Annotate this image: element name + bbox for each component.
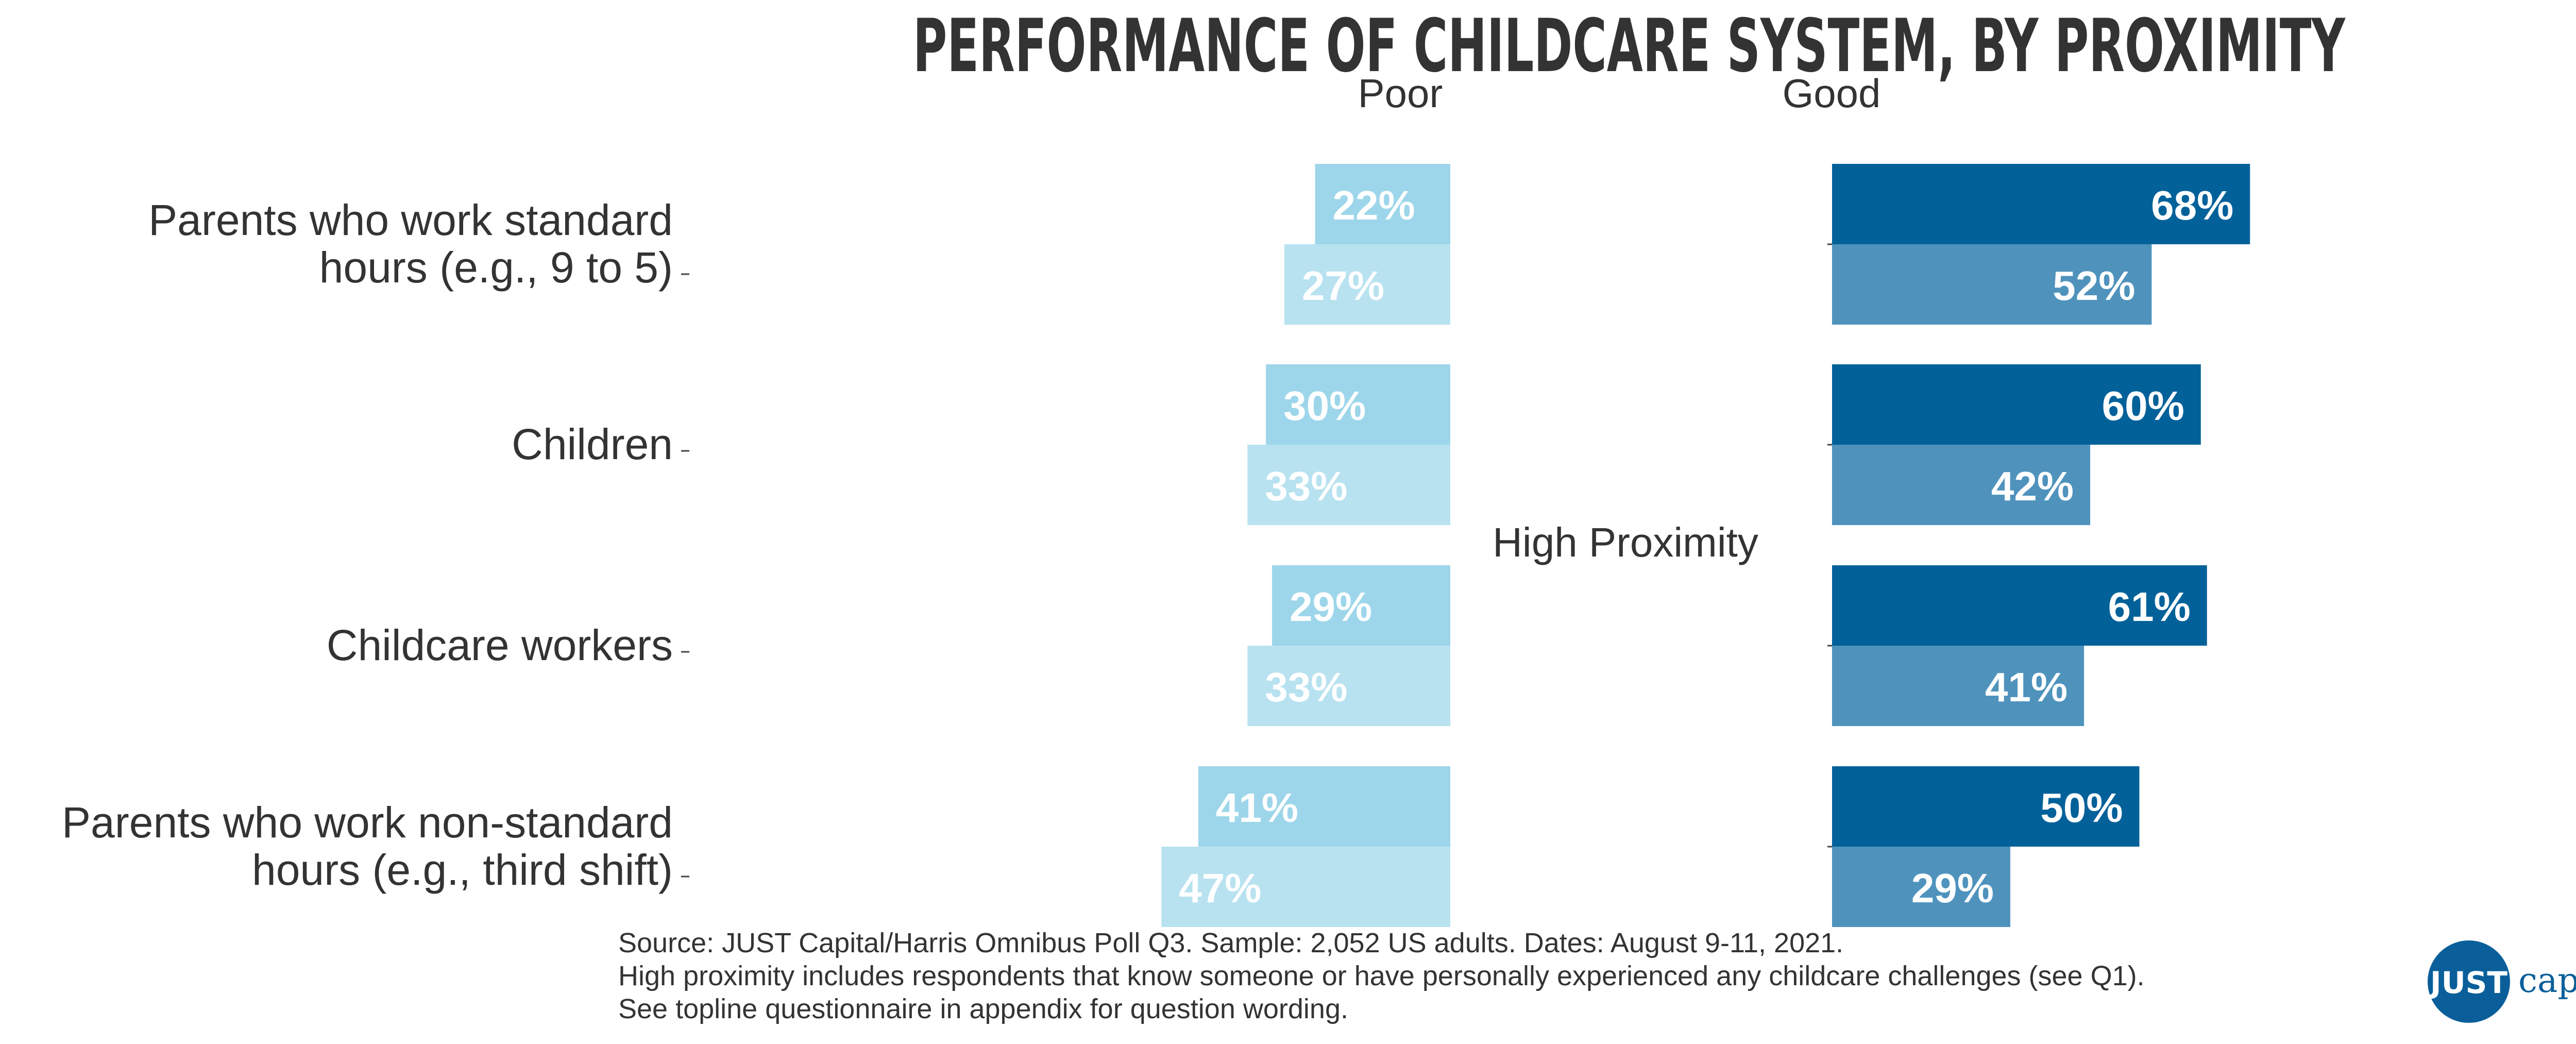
good-bar-3-1-label: 61% <box>2108 584 2191 630</box>
poor-bar-1-2-label: 27% <box>1302 263 1384 309</box>
poor-bar-1-1-label: 22% <box>1333 182 1415 228</box>
good-bar-4-1 <box>1832 766 2140 847</box>
bars: 22% 27% 68% 52% 30% 33% 60% 42% 29% 33% 61% 41% 41% 4… <box>1161 164 2250 927</box>
poor-bar-2-2-label: 33% <box>1265 463 1347 509</box>
good-bar-1-2-label: 52% <box>2053 263 2135 309</box>
logo-circle <box>2428 940 2510 1023</box>
poor-bar-1-1 <box>1315 164 1450 244</box>
center-label: High Proximity <box>1493 519 1758 565</box>
poor-bar-4-1-label: 41% <box>1216 785 1298 831</box>
footnote-line-2: High proximity includes respondents that… <box>618 961 2145 991</box>
category-label-2-1: Children <box>512 420 673 468</box>
logo-mark: JUST <box>2428 965 2507 1000</box>
category-label-1-2: hours (e.g., 9 to 5) <box>319 243 673 292</box>
poor-bar-3-2 <box>1247 646 1450 726</box>
good-bar-4-1-label: 50% <box>2040 785 2123 831</box>
good-bar-3-2 <box>1832 646 2084 726</box>
poor-bar-4-2-label: 47% <box>1179 865 1261 911</box>
chart-title: PERFORMANCE OF CHILDCARE SYSTEM, BY PROX… <box>913 4 2346 89</box>
poor-bar-3-2-label: 33% <box>1265 664 1347 710</box>
poor-bar-2-1 <box>1266 364 1450 445</box>
panel-label-poor: Poor <box>1358 71 1443 116</box>
category-label-1-1: Parents who work standard <box>148 196 673 244</box>
good-bar-4-2-label: 29% <box>1911 865 1994 911</box>
good-bar-2-2-label: 42% <box>1991 463 2074 509</box>
logo: JUST capital <box>2428 940 2576 1023</box>
category-label-4-1: Parents who work non-standard <box>62 798 673 847</box>
category-label-3-1: Childcare workers <box>327 621 673 669</box>
good-bar-3-1 <box>1832 565 2207 646</box>
poor-bar-1-2 <box>1284 244 1450 325</box>
footnote: Source: JUST Capital/Harris Omnibus Poll… <box>618 928 2145 1024</box>
panel-label-good: Good <box>1783 71 1881 116</box>
good-bar-2-2 <box>1832 445 2091 525</box>
category-label-4-2: hours (e.g., third shift) <box>252 846 673 894</box>
poor-bar-3-1-label: 29% <box>1290 584 1372 630</box>
logo-word: capital <box>2518 961 2576 1000</box>
good-bar-1-2 <box>1832 244 2152 325</box>
poor-bar-2-1-label: 30% <box>1283 383 1366 429</box>
good-bar-3-2-label: 41% <box>1985 664 2067 710</box>
footnote-line-3: See topline questionnaire in appendix fo… <box>618 994 1348 1024</box>
good-bar-2-1 <box>1832 364 2201 445</box>
good-bar-1-1 <box>1832 164 2250 244</box>
good-bar-4-2 <box>1832 847 2010 927</box>
good-bar-2-1-label: 60% <box>2102 383 2184 429</box>
poor-bar-3-1 <box>1272 565 1450 646</box>
footnote-line-1: Source: JUST Capital/Harris Omnibus Poll… <box>618 928 1843 958</box>
poor-bar-4-2 <box>1161 847 1450 927</box>
poor-bar-4-1 <box>1198 766 1450 847</box>
poor-bar-2-2 <box>1247 445 1450 525</box>
good-bar-1-1-label: 68% <box>2151 182 2233 228</box>
